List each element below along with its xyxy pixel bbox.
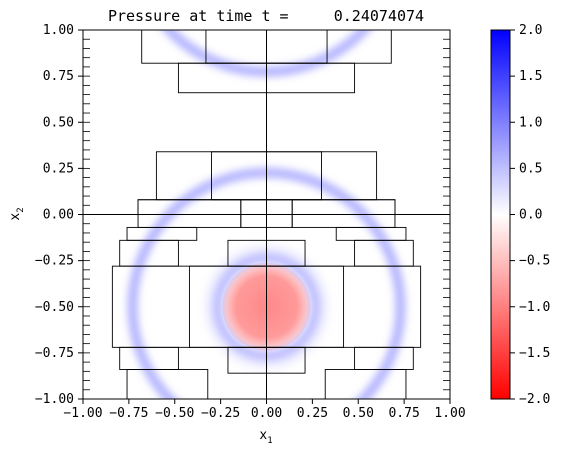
x-tick-label: 0.50 [343, 406, 374, 421]
colorbar-tick-label: −0.5 [519, 254, 550, 269]
axes: −1.00 −0.75 −0.50 −0.25 0.00 0.25 0.50 0.75 1.00… [35, 23, 466, 421]
y-tick-label: 1.00 [43, 23, 74, 38]
colorbar-tick-label: 0.5 [519, 161, 542, 176]
grid-lines [83, 30, 450, 399]
y-tick-label: 0.00 [43, 208, 74, 223]
x-axis-label: x1 [259, 428, 272, 446]
x-tick-label: −1.00 [63, 406, 102, 421]
colorbar-tick-label: 1.5 [519, 69, 542, 84]
x-axis-label-sub: 1 [267, 436, 272, 446]
colorbar-tick-label: −1.0 [519, 300, 550, 315]
x-tick-label: 0.75 [388, 406, 419, 421]
x-tick-label: 1.00 [434, 406, 465, 421]
x-tick-label: −0.25 [201, 406, 240, 421]
x-tick-label: −0.50 [155, 406, 194, 421]
mesh-box [126, 369, 209, 399]
y-tick-label: 0.25 [43, 161, 74, 176]
mesh-box [324, 369, 407, 399]
y-tick-label: −0.25 [35, 254, 74, 269]
plot-area [83, 30, 450, 399]
colorbar-ticks: 2.0 1.5 1.0 0.5 0.0 −0.5 −1.0 −1.5 −2.0 [510, 23, 550, 407]
colorbar [490, 29, 511, 400]
y-tick-label: 0.50 [43, 115, 74, 130]
y-tick-label: −0.75 [35, 346, 74, 361]
colorbar-tick-label: 1.0 [519, 115, 542, 130]
y-axis-label-base: x [8, 213, 23, 221]
x-tick-label: −0.75 [109, 406, 148, 421]
y-tick-label: 0.75 [43, 69, 74, 84]
x-tick-label: 0.00 [251, 406, 282, 421]
y-tick-label: −1.00 [35, 392, 74, 407]
colorbar-tick-label: −1.5 [519, 346, 550, 361]
chart-title: Pressure at time t = 0.24074074 [108, 7, 424, 25]
y-axis-label-sub: 2 [16, 207, 26, 212]
colorbar-tick-label: 2.0 [519, 23, 542, 38]
x-tick-label: 0.25 [297, 406, 328, 421]
colorbar-tick-label: 0.0 [519, 208, 542, 223]
colorbar-tick-label: −2.0 [519, 392, 550, 407]
y-tick-label: −0.50 [35, 300, 74, 315]
y-axis-label: x2 [8, 207, 26, 220]
x-axis-label-base: x [259, 428, 267, 443]
